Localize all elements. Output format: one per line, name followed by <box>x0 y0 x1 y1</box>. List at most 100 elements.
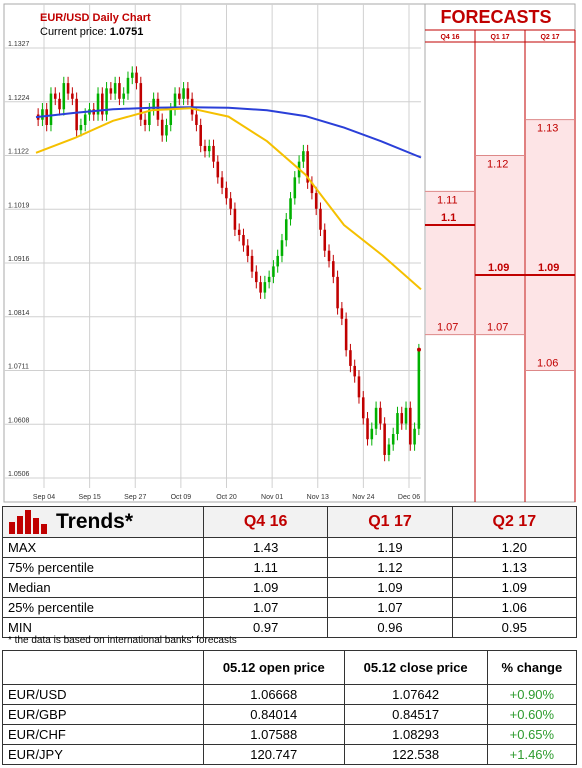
forecast-panel: FORECASTS Q4 16 1.11 1.07 Q1 17 1.12 1.07 Q2 1… <box>424 3 576 503</box>
trends-row: 25% percentile 1.07 1.07 1.06 <box>2 597 578 618</box>
price-row: EUR/JPY 120.747 122.538 +1.46% <box>2 744 578 765</box>
row-label: MAX <box>2 537 204 558</box>
candle-body <box>49 93 53 125</box>
cell: 1.07 <box>202 597 329 618</box>
y-tick-label: 1.1327 <box>8 41 30 48</box>
x-tick-label: Sep 04 <box>33 494 55 501</box>
candles <box>36 66 421 462</box>
pct-change: +0.65% <box>486 724 578 745</box>
x-tick-label: Sep 27 <box>124 494 146 501</box>
moving-average-line <box>35 106 422 159</box>
candle-body <box>79 124 83 131</box>
candle-body <box>118 83 121 99</box>
candle-body <box>272 266 275 277</box>
candle-body <box>113 83 117 94</box>
trends-col-q4: Q4 16 <box>202 506 329 538</box>
candle-body <box>41 109 44 120</box>
candle-body <box>280 240 284 256</box>
close-price: 1.07642 <box>343 684 488 705</box>
candle-body <box>233 208 237 230</box>
open-price: 120.747 <box>203 744 345 765</box>
prices-header-row: 05.12 open price 05.12 close price % cha… <box>2 650 578 685</box>
candle-body <box>203 145 207 152</box>
pair: EUR/JPY <box>2 744 204 765</box>
forecast-p75-label: 1.13 <box>537 123 558 135</box>
candle-body <box>75 98 78 131</box>
candle-body <box>284 219 288 241</box>
forecast-title: FORECASTS <box>440 7 551 27</box>
candle-body <box>62 83 66 110</box>
y-axis-labels: 1.1327 1.1224 1.1122 1.1019 1.0916 1.0814 1.07… <box>8 41 30 478</box>
candle-body <box>366 418 369 440</box>
candle-body <box>332 261 335 277</box>
y-tick-label: 1.0916 <box>8 256 30 263</box>
x-tick-label: Nov 24 <box>352 494 374 501</box>
trends-title: Trends* <box>56 510 134 533</box>
candle-body <box>306 151 309 183</box>
candle-body <box>229 198 232 209</box>
trends-row: MIN 0.97 0.96 0.95 <box>2 617 578 638</box>
moving-averages <box>35 106 422 291</box>
candle-body <box>310 182 314 194</box>
x-tick-label: Oct 09 <box>171 494 192 501</box>
trends-col-q1: Q1 17 <box>327 506 453 538</box>
grid-lines <box>4 4 421 488</box>
forecast-p25-label: 1.07 <box>437 322 458 334</box>
prices-header-open: 05.12 open price <box>203 650 345 685</box>
forecast-col-label: Q4 16 <box>440 34 459 41</box>
close-price: 122.538 <box>343 744 488 765</box>
candle-body <box>319 208 322 230</box>
candle-body <box>263 282 267 293</box>
candle-body <box>186 88 190 99</box>
candle-body <box>370 428 374 440</box>
pct-change: +0.60% <box>486 704 578 725</box>
current-price-value: 1.0751 <box>110 26 144 38</box>
close-price: 1.08293 <box>343 724 488 745</box>
trends-row: MAX 1.43 1.19 1.20 <box>2 537 578 558</box>
pct-change: +0.90% <box>486 684 578 705</box>
candle-body <box>207 145 211 152</box>
candle-body <box>349 350 352 366</box>
forecast-median-label: 1.09 <box>538 262 559 274</box>
y-tick-label: 1.0814 <box>8 310 30 317</box>
candle-body <box>66 83 70 94</box>
cell: 1.07 <box>327 597 453 618</box>
forecast-range <box>526 119 574 371</box>
x-tick-label: Sep 15 <box>79 494 101 501</box>
candle-body <box>105 88 108 115</box>
moving-average-line <box>35 107 422 291</box>
candle-body <box>220 177 224 188</box>
candle-body <box>246 245 250 256</box>
row-label: 75% percentile <box>2 557 204 578</box>
candle-body <box>409 407 412 445</box>
prices-header-blank <box>2 650 204 685</box>
candle-body <box>276 255 279 267</box>
candle-body <box>400 413 404 424</box>
forecast-p25-label: 1.06 <box>537 358 558 370</box>
candle-body <box>195 114 198 125</box>
cell: 1.09 <box>327 577 453 598</box>
candle-body <box>323 229 327 251</box>
forecast-p25-label: 1.07 <box>487 322 508 334</box>
candle-body <box>336 276 339 309</box>
row-label: 25% percentile <box>2 597 204 618</box>
cell: 1.12 <box>327 557 453 578</box>
candle-body <box>374 407 378 429</box>
current-price-label: Current price: 1.0751 <box>40 26 143 38</box>
candle-body <box>109 88 113 94</box>
candle-body <box>361 397 365 419</box>
cell: 1.43 <box>202 537 329 558</box>
candle-body <box>387 444 391 455</box>
cell: 0.95 <box>451 617 578 638</box>
cell: 1.19 <box>327 537 453 558</box>
candle-body <box>242 234 245 246</box>
prices-header-change: % change <box>486 650 578 685</box>
candle-body <box>165 124 168 136</box>
forecast-median-label: 1.1 <box>441 212 456 224</box>
pair: EUR/GBP <box>2 704 204 725</box>
pair: EUR/USD <box>2 684 204 705</box>
trends-col-q2: Q2 17 <box>451 506 578 538</box>
candle-body <box>101 93 104 115</box>
candle-body <box>45 109 48 125</box>
